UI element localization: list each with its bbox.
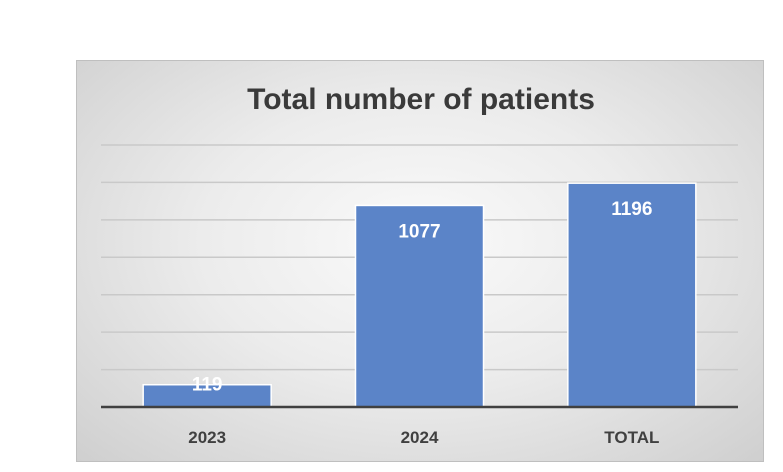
bar-total <box>567 182 697 408</box>
bar-chart-plot: 119 1077 1196 2023 2024 TOTAL <box>101 144 738 447</box>
x-tick-label-2024: 2024 <box>401 428 439 447</box>
data-label-2024: 1077 <box>398 221 440 242</box>
x-tick-label-total: TOTAL <box>604 428 659 447</box>
x-tick-label-2023: 2023 <box>188 428 226 447</box>
chart-area: Total number of patients 119 1077 1196 202… <box>76 60 764 462</box>
chart-title: Total number of patients <box>247 83 595 116</box>
data-labels: 119 1077 1196 <box>192 199 653 396</box>
bars <box>142 182 697 408</box>
data-label-2023: 119 <box>192 375 223 396</box>
data-label-total: 1196 <box>611 199 652 220</box>
x-tick-labels: 2023 2024 TOTAL <box>188 428 659 447</box>
bar-2024 <box>354 204 485 408</box>
